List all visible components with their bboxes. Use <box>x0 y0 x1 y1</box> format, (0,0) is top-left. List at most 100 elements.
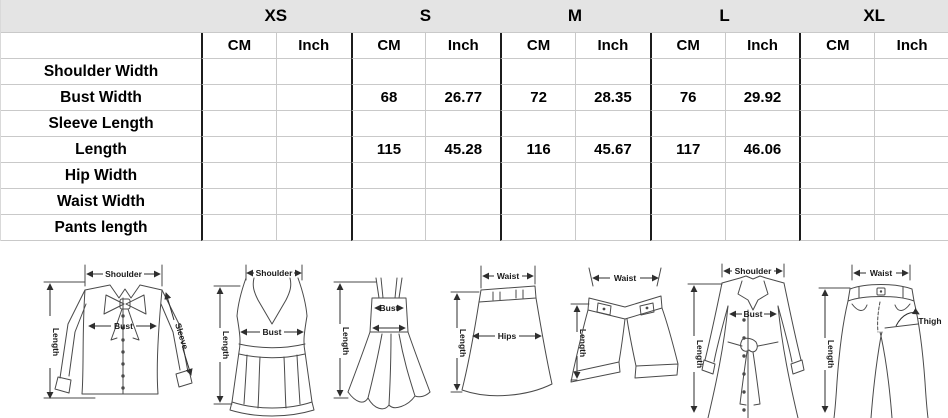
table-cell: 115 <box>350 137 426 163</box>
table-cell <box>649 163 725 189</box>
row-label-bust-width: Bust Width <box>1 85 201 111</box>
table-cell <box>201 111 276 137</box>
table-cell <box>500 189 575 215</box>
table-cell <box>724 215 800 241</box>
table-cell <box>799 85 875 111</box>
blouse-shoulder-label: Shoulder <box>105 269 143 279</box>
pants-length-label: Length <box>826 340 836 368</box>
table-cell <box>799 189 875 215</box>
table-cell <box>275 215 351 241</box>
table-cell <box>201 215 276 241</box>
table-cell <box>425 59 501 85</box>
dress-length-label: Length <box>341 327 351 355</box>
table-cell <box>275 111 351 137</box>
unit-header-inch: Inch <box>425 33 501 59</box>
row-label-sleeve-length: Sleeve Length <box>1 111 201 137</box>
table-cell <box>575 59 650 85</box>
table-cell <box>799 215 875 241</box>
dress-diagram: Length Bust <box>333 277 431 410</box>
table-cell <box>799 59 875 85</box>
table-cell <box>500 163 575 189</box>
size-header-l: L <box>649 0 800 33</box>
skirt-waist-label: Waist <box>497 271 520 281</box>
table-cell <box>425 189 501 215</box>
table-cell <box>724 111 800 137</box>
table-cell <box>500 59 575 85</box>
row-label-shoulder-width: Shoulder Width <box>1 59 201 85</box>
shorts-length-label: Length <box>578 329 588 357</box>
table-cell <box>799 137 875 163</box>
size-header-xs: XS <box>201 0 351 33</box>
table-cell <box>201 59 276 85</box>
table-cell <box>275 137 351 163</box>
pants-diagram: Waist Length Thigh <box>818 264 942 418</box>
table-cell <box>874 163 948 189</box>
blouse-diagram: Shoulder Length Bust Sleeve <box>43 264 193 399</box>
table-cell <box>649 215 725 241</box>
table-cell <box>500 111 575 137</box>
tank-shoulder-label: Shoulder <box>256 268 294 278</box>
dress-bust-label: Bust <box>380 303 399 313</box>
table-cell: 28.35 <box>575 85 650 111</box>
table-cell <box>350 163 426 189</box>
unit-header-cm: CM <box>350 33 426 59</box>
table-cell <box>874 85 948 111</box>
table-cell: 76 <box>649 85 725 111</box>
size-header-m: M <box>500 0 650 33</box>
table-cell <box>425 215 501 241</box>
table-cell <box>874 215 948 241</box>
table-cell: 45.67 <box>575 137 650 163</box>
row-label-waist-width: Waist Width <box>1 189 201 215</box>
unit-header-inch: Inch <box>275 33 351 59</box>
table-cell <box>350 59 426 85</box>
table-cell <box>275 189 351 215</box>
skirt-length-label: Length <box>458 329 468 357</box>
shorts-diagram: Waist Length <box>570 267 679 383</box>
table-cell <box>799 163 875 189</box>
unit-header-inch: Inch <box>724 33 800 59</box>
shorts-waist-label: Waist <box>614 273 637 283</box>
table-cell <box>874 111 948 137</box>
table-cell <box>350 215 426 241</box>
size-chart-table: XS S M L XL CM Inch CM Inch CM Inch CM I… <box>0 0 948 241</box>
table-cell <box>425 111 501 137</box>
skirt-diagram: Waist Length Hips <box>450 265 553 397</box>
table-cell <box>275 163 351 189</box>
coat-diagram: Shoulder Length Bust <box>687 263 805 418</box>
unit-header-cm: CM <box>799 33 875 59</box>
table-cell: 117 <box>649 137 725 163</box>
table-cell <box>575 163 650 189</box>
table-cell <box>275 85 351 111</box>
tank-length-label: Length <box>221 331 231 359</box>
row-label-hip-width: Hip Width <box>1 163 201 189</box>
table-cell <box>649 111 725 137</box>
table-cell: 68 <box>350 85 426 111</box>
tank-top-diagram: Shoulder Length Bust <box>213 264 315 417</box>
row-label-length: Length <box>1 137 201 163</box>
table-cell <box>500 215 575 241</box>
table-cell <box>575 189 650 215</box>
size-header-xl: XL <box>799 0 948 33</box>
table-cell <box>201 189 276 215</box>
corner-subcell <box>1 33 201 59</box>
table-cell: 116 <box>500 137 575 163</box>
table-cell <box>724 189 800 215</box>
table-cell <box>575 111 650 137</box>
table-cell <box>874 189 948 215</box>
table-cell <box>201 163 276 189</box>
table-cell <box>201 85 276 111</box>
corner-cell <box>1 0 201 33</box>
table-cell <box>350 189 426 215</box>
table-cell <box>649 189 725 215</box>
table-cell <box>799 111 875 137</box>
measurement-diagrams-row: Shoulder Length Bust Sleeve Shoulder Len… <box>0 262 948 418</box>
table-cell: 45.28 <box>425 137 501 163</box>
row-label-pants-length: Pants length <box>1 215 201 241</box>
table-cell <box>724 59 800 85</box>
coat-length-label: Length <box>695 340 705 368</box>
table-cell: 72 <box>500 85 575 111</box>
unit-header-cm: CM <box>201 33 276 59</box>
skirt-hips-label: Hips <box>498 331 517 341</box>
table-cell <box>874 137 948 163</box>
blouse-length-label: Length <box>51 328 61 356</box>
